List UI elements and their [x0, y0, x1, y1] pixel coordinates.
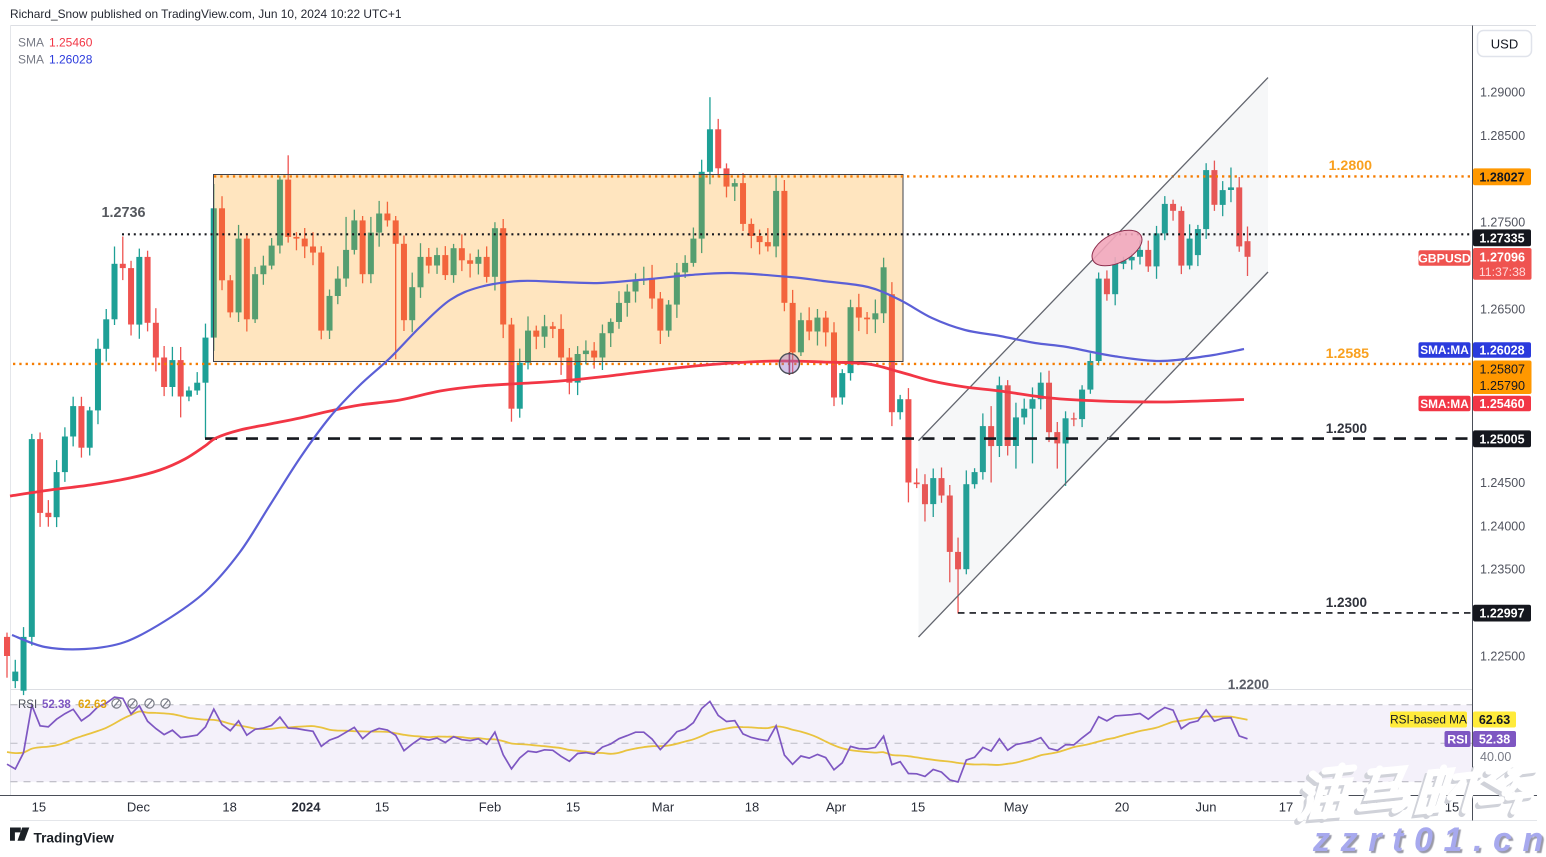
- svg-text:SMA: SMA: [18, 36, 44, 50]
- svg-text:Richard_Snow published on Trad: Richard_Snow published on TradingView.co…: [10, 7, 402, 21]
- svg-text:1.28500: 1.28500: [1480, 129, 1525, 143]
- svg-text:May: May: [1004, 800, 1029, 815]
- svg-text:1.26028: 1.26028: [49, 53, 93, 67]
- svg-text:1.24000: 1.24000: [1480, 519, 1525, 533]
- svg-text:1.2736: 1.2736: [101, 205, 145, 221]
- svg-text:1.2800: 1.2800: [1329, 158, 1373, 174]
- svg-text:18: 18: [745, 800, 759, 815]
- svg-text:11:37:38: 11:37:38: [1479, 265, 1526, 279]
- svg-text:RSI-based MA: RSI-based MA: [1390, 713, 1467, 727]
- svg-text:1.25460: 1.25460: [49, 36, 93, 50]
- svg-text:1.28027: 1.28027: [1479, 170, 1524, 184]
- svg-text:1.2300: 1.2300: [1326, 595, 1367, 610]
- svg-text:1.25460: 1.25460: [1479, 397, 1524, 411]
- svg-text:1.2585: 1.2585: [1326, 346, 1370, 362]
- svg-text:zzrt01.cn: zzrt01.cn: [1312, 821, 1546, 857]
- svg-text:2024: 2024: [292, 800, 322, 815]
- svg-text:18: 18: [222, 800, 236, 815]
- svg-text:1.27500: 1.27500: [1480, 216, 1525, 230]
- svg-text:TradingView: TradingView: [34, 831, 115, 846]
- svg-text:1.25005: 1.25005: [1479, 432, 1524, 446]
- svg-text:1.25790: 1.25790: [1480, 379, 1526, 393]
- svg-text:RSI: RSI: [18, 699, 37, 711]
- svg-text:20: 20: [1115, 800, 1129, 815]
- svg-text:1.24500: 1.24500: [1480, 476, 1525, 490]
- svg-text:15: 15: [566, 800, 580, 815]
- svg-text:15: 15: [375, 800, 389, 815]
- svg-text:SMA:MA: SMA:MA: [1420, 397, 1469, 411]
- svg-text:USD: USD: [1491, 37, 1518, 52]
- svg-text:1.26500: 1.26500: [1480, 302, 1525, 316]
- svg-text:1.2200: 1.2200: [1228, 677, 1269, 692]
- svg-text:Apr: Apr: [826, 800, 847, 815]
- svg-text:52.38: 52.38: [42, 699, 71, 711]
- svg-text:Mar: Mar: [652, 800, 675, 815]
- svg-text:1.2500: 1.2500: [1326, 421, 1367, 436]
- svg-text:1.27335: 1.27335: [1479, 231, 1524, 245]
- svg-text:RSI: RSI: [1447, 732, 1468, 746]
- svg-text:52.38: 52.38: [1479, 733, 1510, 747]
- svg-text:17: 17: [1279, 800, 1293, 815]
- svg-text:1.27096: 1.27096: [1480, 250, 1526, 264]
- svg-text:62.63: 62.63: [78, 699, 107, 711]
- svg-text:Dec: Dec: [127, 800, 151, 815]
- svg-text:SMA: SMA: [18, 53, 44, 67]
- svg-text:1.23500: 1.23500: [1480, 563, 1525, 577]
- svg-text:1.26028: 1.26028: [1479, 343, 1524, 357]
- svg-text:1.29000: 1.29000: [1480, 86, 1525, 100]
- svg-text:15: 15: [32, 800, 46, 815]
- svg-text:1.22997: 1.22997: [1479, 607, 1524, 621]
- svg-text:1.25807: 1.25807: [1480, 363, 1526, 377]
- svg-text:Feb: Feb: [479, 800, 501, 815]
- svg-text:62.63: 62.63: [1479, 713, 1510, 727]
- svg-text:GBPUSD: GBPUSD: [1418, 252, 1471, 266]
- svg-text:15: 15: [911, 800, 925, 815]
- svg-text:1.22500: 1.22500: [1480, 650, 1525, 664]
- svg-text:Jun: Jun: [1196, 800, 1217, 815]
- svg-text:SMA:MA: SMA:MA: [1420, 343, 1469, 357]
- svg-text:40.00: 40.00: [1480, 750, 1511, 764]
